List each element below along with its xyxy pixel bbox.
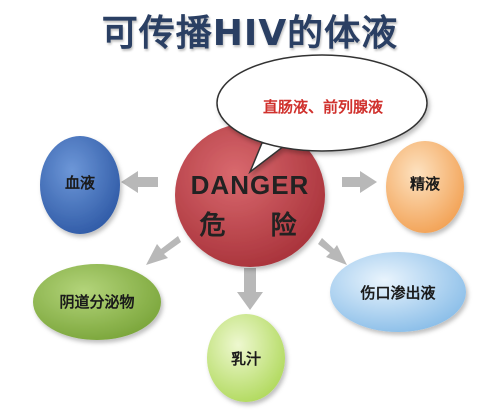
arrow-to-semen — [342, 171, 377, 193]
page-title: 可传播HIV的体液 — [101, 13, 399, 54]
node-milk-label: 乳汁 — [230, 350, 261, 368]
node-vaginal-label: 阴道分泌物 — [59, 293, 135, 311]
node-wound — [330, 252, 466, 332]
arrow-to-milk — [237, 268, 263, 310]
callout-bubble — [216, 54, 428, 175]
node-wound-label: 伤口渗出液 — [360, 284, 436, 302]
arrow-to-wound — [318, 238, 347, 265]
node-semen-label: 精液 — [409, 175, 440, 193]
node-vaginal — [33, 264, 161, 340]
node-semen — [386, 141, 464, 233]
node-blood-label: 血液 — [64, 174, 95, 192]
callout-text: 直肠液、前列腺液 — [262, 98, 383, 116]
center-label-zh: 危 险 — [199, 211, 315, 241]
arrow-to-vaginal — [146, 236, 181, 265]
arrow-to-blood — [121, 171, 158, 193]
node-milk — [207, 314, 285, 402]
center-danger-circle — [175, 123, 325, 267]
node-blood — [40, 136, 120, 234]
center-label-en: DANGER — [190, 170, 310, 200]
